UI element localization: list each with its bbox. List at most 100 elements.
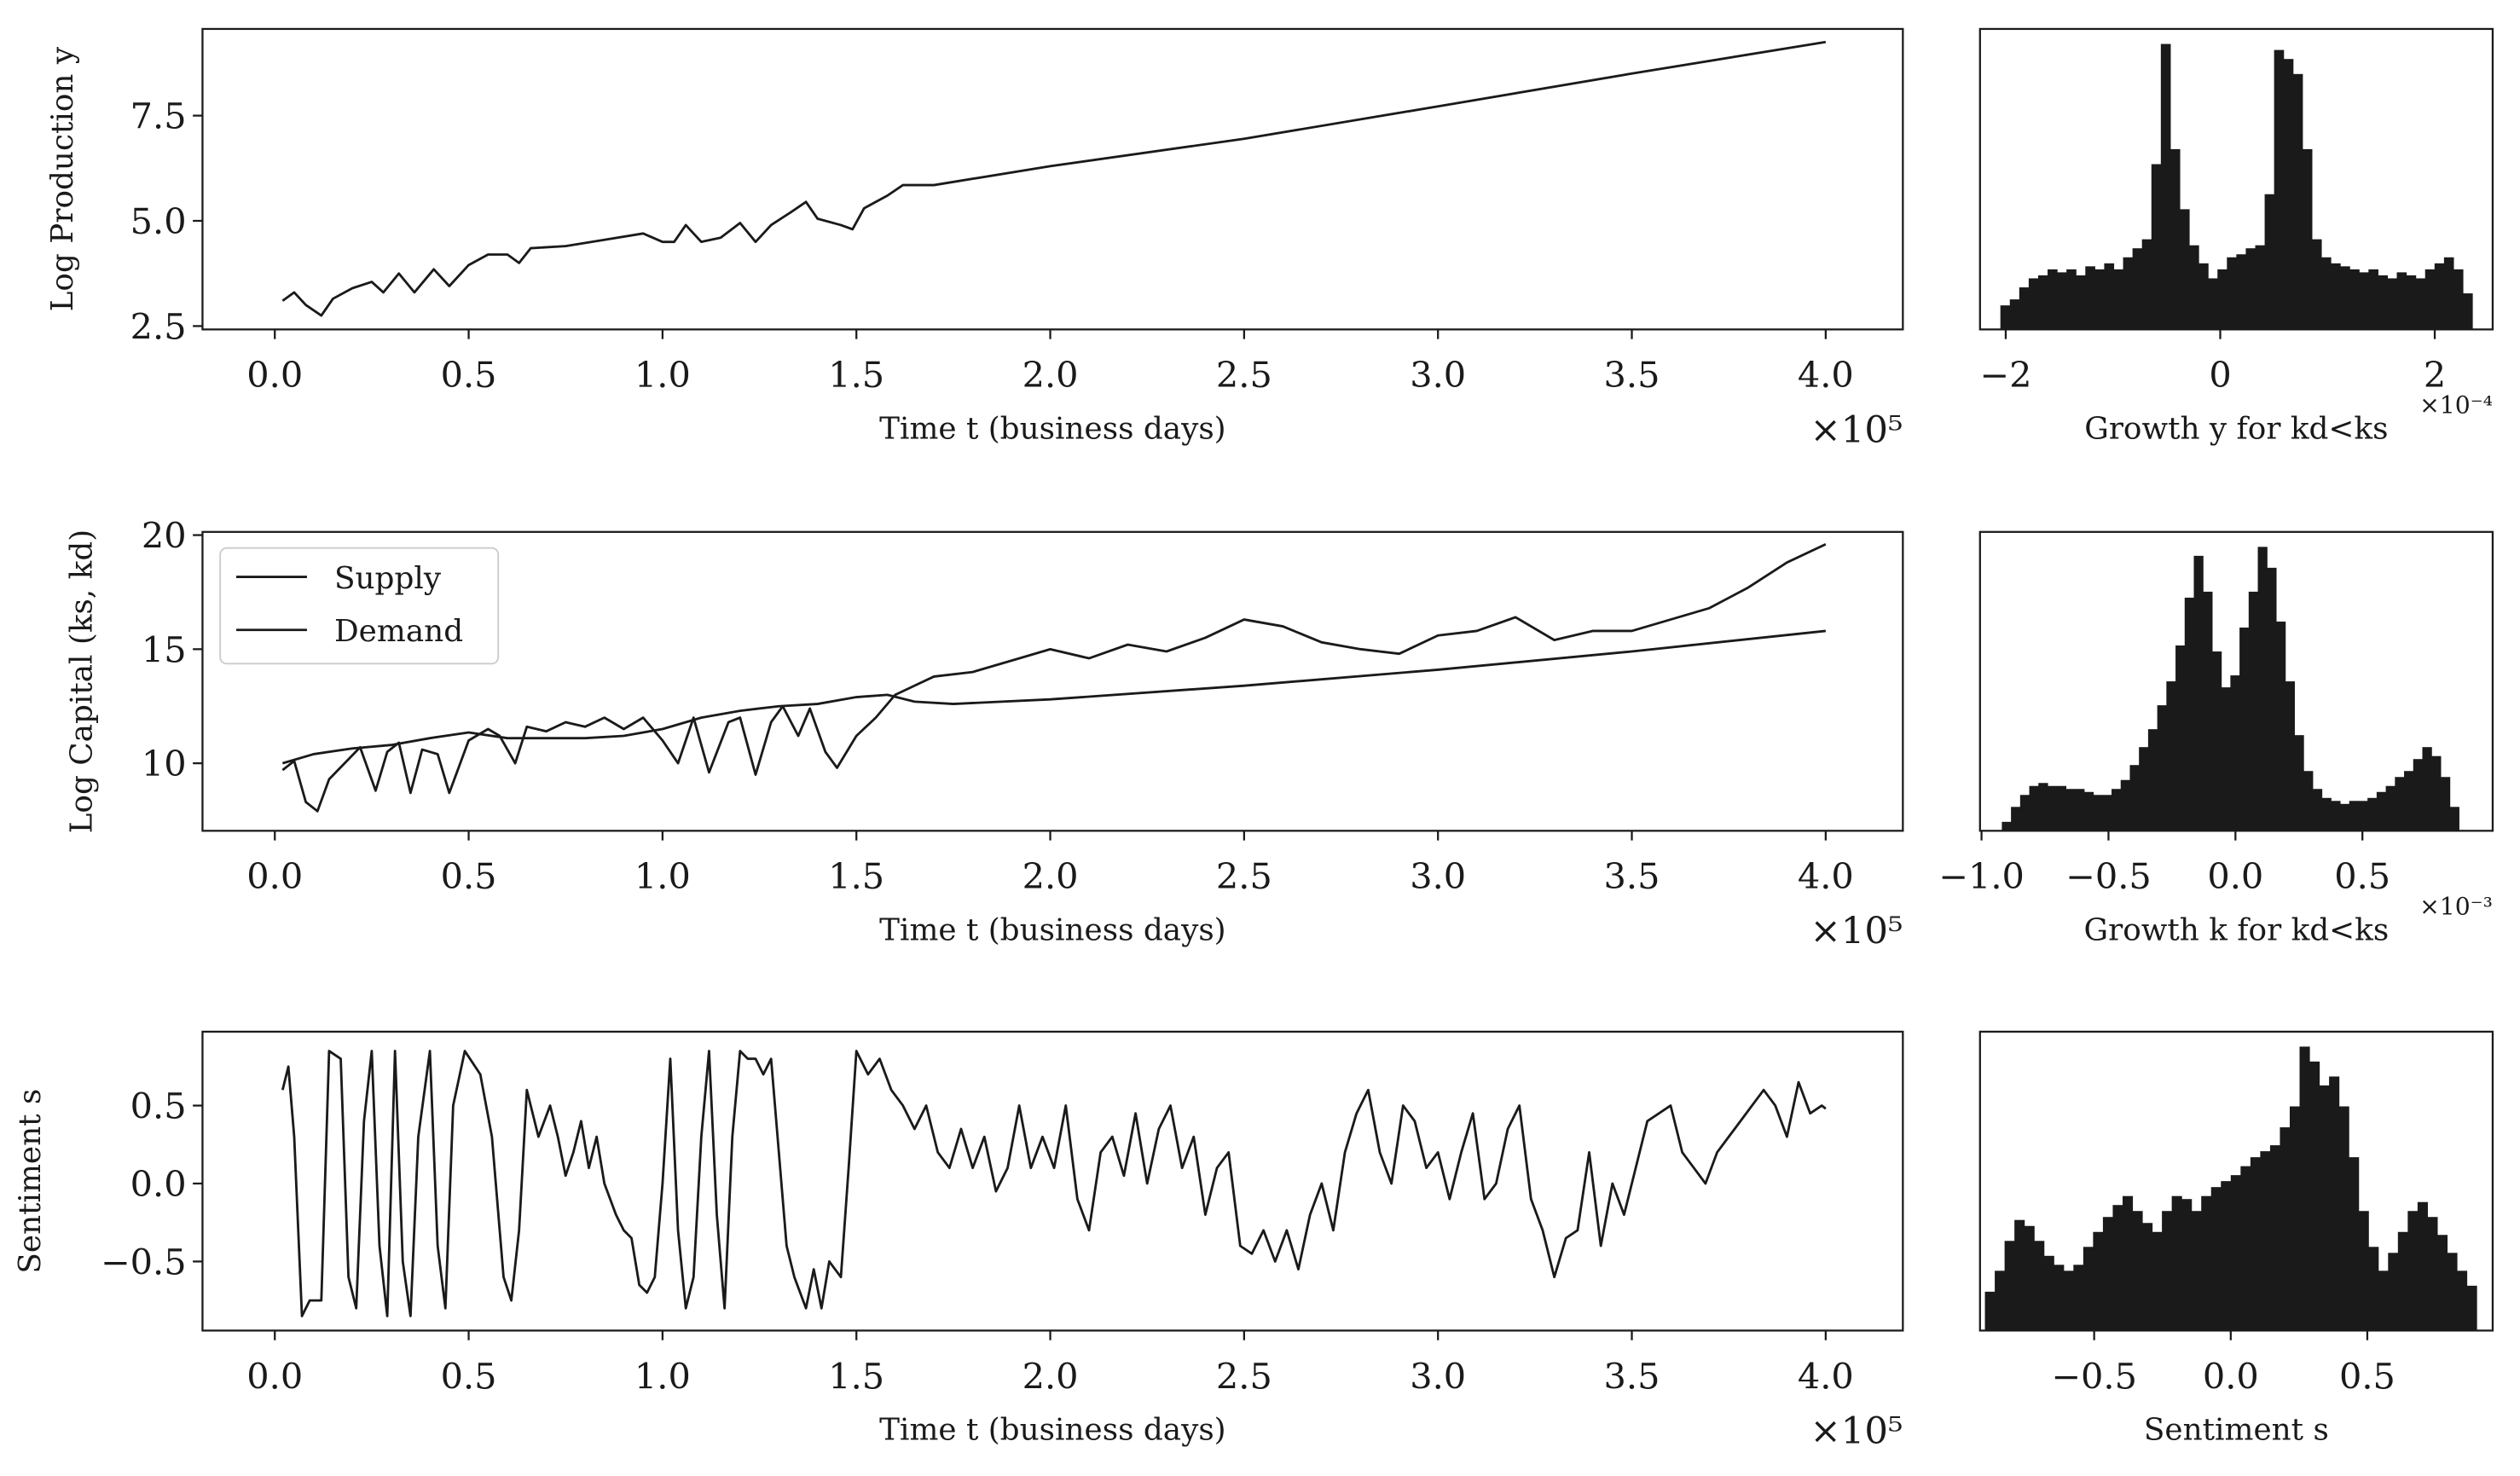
hist-bar: [2162, 1211, 2173, 1331]
x-axis-label: Sentiment s: [2144, 1413, 2329, 1448]
hist-bar: [2359, 272, 2369, 330]
hist-bar: [2217, 269, 2227, 330]
hist-bar: [2193, 555, 2204, 831]
hist-bar: [2113, 269, 2124, 330]
data-line: [281, 629, 1826, 765]
x-tick-label: −0.5: [2065, 856, 2152, 897]
x-tick-label: 4.0: [1798, 355, 1854, 396]
hist-bar: [2378, 1271, 2389, 1331]
hist-bar: [2292, 73, 2303, 330]
hist-bar: [2321, 797, 2332, 831]
hist-bar: [2230, 675, 2240, 831]
hist-bar: [2289, 1106, 2301, 1331]
hist-bar: [2102, 795, 2112, 831]
hist-bar: [2129, 765, 2140, 831]
hist-bar: [2280, 1127, 2291, 1331]
hist-bar: [2303, 771, 2314, 831]
legend-label: Demand: [334, 614, 463, 649]
hist-bar: [2019, 287, 2030, 330]
hist-bar: [2319, 1085, 2330, 1331]
hist-bar: [2245, 248, 2256, 330]
x-tick-label: 3.5: [1604, 1356, 1660, 1397]
x-tick-label: 2.0: [1022, 355, 1079, 396]
hist-bar: [2076, 275, 2086, 330]
hist-bar: [2083, 791, 2094, 831]
hist-bar: [2443, 257, 2454, 330]
hist-bar: [2142, 1223, 2153, 1331]
hist-bar: [2057, 272, 2067, 330]
hist-bar: [2048, 269, 2058, 330]
hist-bar: [2038, 783, 2048, 831]
hist-bar: [2250, 1157, 2261, 1331]
legend-label: Supply: [334, 561, 442, 596]
hist-bar: [2157, 705, 2167, 831]
x-axis-label: Time t (business days): [879, 1413, 1226, 1448]
hist-bar: [2139, 747, 2149, 831]
hist-bar: [2340, 803, 2350, 831]
hist-bar: [2239, 627, 2250, 831]
x-tick-label: 1.0: [634, 355, 691, 396]
hist-bar: [2436, 1235, 2448, 1331]
y-tick-label: 2.5: [130, 306, 187, 347]
hist-bar: [2120, 779, 2131, 831]
hist-bar: [2210, 1187, 2222, 1331]
subplot: 0.0 0.5 1.0 1.5 2.0 2.5 3.0 3.5 4.0 2.5 5.0 7.5 Time…: [45, 27, 1904, 451]
subplot: −2 0 2 Growth y for kd<ks ×10⁻⁴: [1978, 27, 2494, 446]
hist-bar: [1984, 1291, 1996, 1331]
y-axis-label: Log Capital (ks, kd): [64, 530, 99, 834]
y-tick-label: 0.0: [130, 1164, 187, 1205]
x-offset-label: ×10⁵: [1810, 408, 1903, 451]
x-tick-label: 4.0: [1798, 1356, 1854, 1397]
hist-bar: [2043, 1255, 2054, 1331]
hist-bar: [2312, 789, 2323, 831]
hist-bar: [1995, 1271, 2006, 1331]
x-tick-label: 3.5: [1604, 856, 1660, 897]
legend: Supply Demand: [219, 547, 500, 665]
hist-bar: [2358, 801, 2368, 831]
axes-frame: [1978, 1030, 2494, 1332]
hist-bar: [2151, 164, 2162, 330]
hist-bar: [2396, 272, 2407, 330]
x-tick-label: 0: [2209, 355, 2231, 396]
x-tick-label: 0.0: [246, 1356, 303, 1397]
hist-bar: [2152, 1231, 2163, 1331]
data-line: [281, 542, 1827, 813]
hist-bar: [2302, 148, 2313, 330]
hist-bar: [2274, 49, 2285, 330]
x-tick-label: 3.0: [1410, 856, 1466, 897]
hist-bar: [2462, 293, 2473, 330]
x-offset-label: ×10⁵: [1810, 1409, 1903, 1452]
hist-bar: [2431, 755, 2442, 831]
x-tick-label: 3.0: [1410, 355, 1466, 396]
y-tick-label: 5.0: [130, 201, 187, 242]
hist-bar: [2349, 801, 2360, 831]
hist-bar: [2208, 278, 2218, 330]
hist-bar: [2338, 1106, 2349, 1331]
hist-bar: [2240, 1166, 2251, 1331]
hist-bar: [2427, 1217, 2438, 1331]
hist-bar: [2447, 1253, 2458, 1331]
hist-bar: [2085, 266, 2095, 330]
y-tick-label: 7.5: [130, 96, 187, 137]
hist-bar: [2368, 1247, 2379, 1331]
hist-bar: [2065, 789, 2076, 831]
x-tick-label: 1.5: [828, 856, 884, 897]
x-axis-label: Growth y for kd<ks: [2084, 411, 2388, 446]
hist-bar: [2201, 1195, 2212, 1331]
hist-bar: [2466, 1285, 2477, 1331]
x-tick-label: 0.0: [2207, 856, 2263, 897]
hist-bar: [2453, 269, 2464, 330]
hist-bar: [2257, 547, 2268, 831]
hist-bar: [2422, 747, 2432, 831]
hist-bar: [2417, 1201, 2428, 1331]
hist-bar: [2102, 1217, 2114, 1331]
hist-bar: [2387, 278, 2398, 330]
hist-bar: [2449, 807, 2459, 831]
hist-bar: [2189, 245, 2199, 330]
hist-bar: [2320, 257, 2332, 330]
hist-bar: [2024, 1225, 2035, 1331]
hist-bar: [2340, 266, 2350, 330]
hist-bar: [2331, 263, 2341, 330]
data-line: [281, 40, 1827, 317]
